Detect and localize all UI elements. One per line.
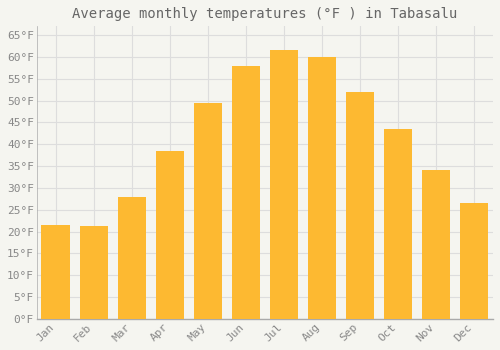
Bar	[270, 50, 298, 319]
Bar	[118, 197, 146, 319]
Bar	[194, 103, 222, 319]
Bar	[384, 129, 412, 319]
Bar	[460, 203, 488, 319]
Bar	[42, 225, 70, 319]
Title: Average monthly temperatures (°F ) in Tabasalu: Average monthly temperatures (°F ) in Ta…	[72, 7, 458, 21]
Bar	[346, 92, 374, 319]
Bar	[422, 170, 450, 319]
Bar	[308, 57, 336, 319]
Bar	[80, 226, 108, 319]
Bar	[232, 65, 260, 319]
Bar	[156, 151, 184, 319]
